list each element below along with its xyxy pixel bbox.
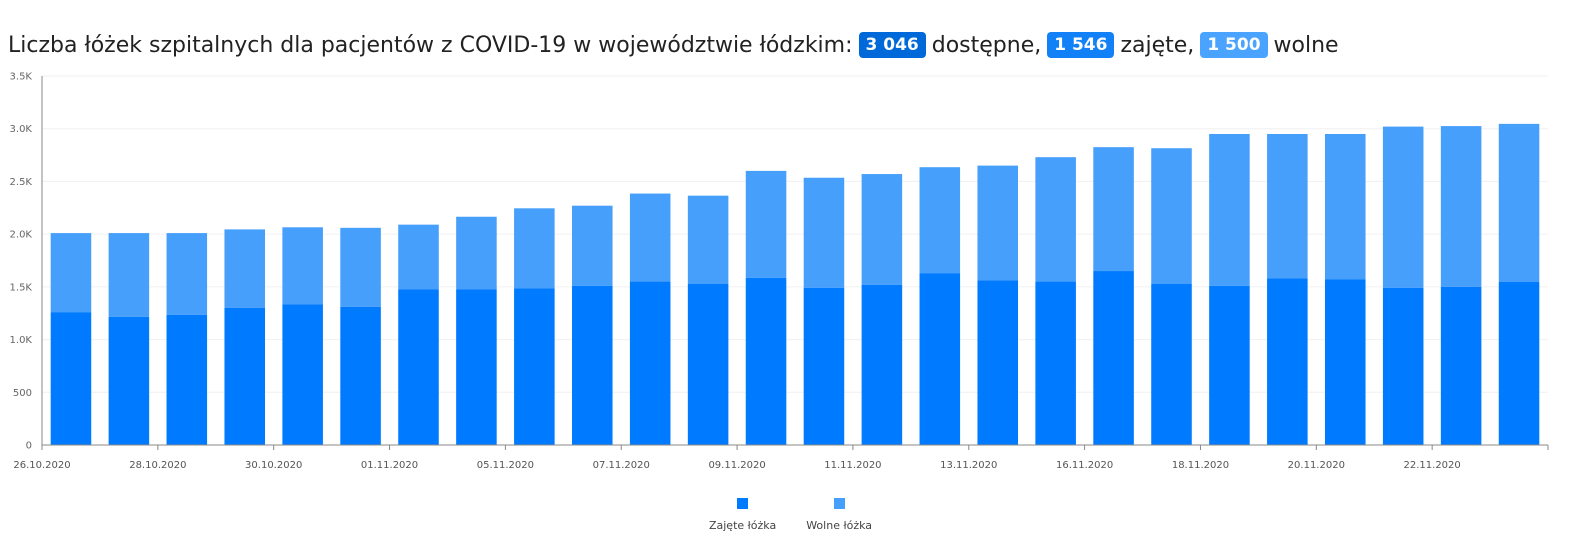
free-label: wolne (1273, 32, 1339, 58)
bar-free (1324, 133, 1366, 280)
occupied-label: zajęte, (1120, 32, 1195, 58)
bar-free (282, 227, 323, 305)
bar-occupied (50, 312, 92, 445)
y-tick-label: 2.0K (10, 230, 33, 241)
y-tick-label: 500 (13, 388, 32, 399)
bar-free (514, 208, 555, 289)
bar-free (50, 233, 92, 313)
y-tick-label: 0 (26, 441, 32, 452)
x-tick-label: 28.10.2020 (129, 460, 186, 471)
bar-free (398, 224, 439, 290)
y-tick-label: 3.0K (10, 124, 33, 135)
bar-occupied (514, 288, 555, 445)
bar-occupied (166, 314, 208, 445)
chart-title: Liczba łóżek szpitalnych dla pacjentów z… (8, 28, 1345, 62)
legend-item-occupied[interactable]: Zajęte łóżka (709, 498, 776, 532)
x-tick-label: 05.11.2020 (477, 460, 534, 471)
x-tick-label: 18.11.2020 (1172, 460, 1229, 471)
bar-free (1093, 147, 1134, 272)
x-tick-label: 09.11.2020 (708, 460, 765, 471)
bar-free (919, 167, 961, 274)
occupied-count-badge: 1 546 (1047, 32, 1115, 58)
legend-item-free[interactable]: Wolne łóżka (806, 498, 872, 532)
bar-occupied (1382, 287, 1424, 445)
bar-free (1440, 126, 1482, 287)
bar-free (629, 193, 671, 282)
bar-free (1382, 126, 1424, 288)
x-tick-label: 30.10.2020 (245, 460, 302, 471)
bar-free (456, 216, 497, 290)
bar-occupied (1267, 278, 1308, 445)
x-tick-label: 01.11.2020 (361, 460, 418, 471)
bar-occupied (919, 273, 961, 445)
bar-free (1209, 133, 1250, 286)
bar-free (571, 205, 613, 286)
bar-free (108, 233, 150, 317)
bar-occupied (1093, 271, 1134, 445)
bar-free (803, 177, 845, 288)
legend-label-occupied: Zajęte łóżka (708, 519, 777, 532)
available-count-badge: 3 046 (858, 32, 926, 58)
bar-occupied (1324, 279, 1366, 445)
bar-free (687, 195, 729, 284)
bar-occupied (1440, 286, 1482, 445)
bar-free (861, 174, 903, 285)
bar-free (745, 170, 787, 278)
x-tick-label: 22.11.2020 (1404, 460, 1461, 471)
bar-occupied (803, 287, 845, 445)
y-tick-label: 2.5K (10, 177, 33, 188)
bar-occupied (1209, 285, 1250, 445)
available-label: dostępne, (931, 32, 1042, 58)
free-count-badge: 1 500 (1200, 32, 1268, 58)
bar-free (1151, 148, 1192, 284)
x-tick-label: 07.11.2020 (593, 460, 650, 471)
bar-occupied (861, 284, 903, 445)
bar-occupied (1035, 281, 1076, 445)
bar-free (1035, 157, 1076, 282)
bar-occupied (977, 280, 1019, 445)
x-tick-label: 20.11.2020 (1288, 460, 1345, 471)
y-tick-label: 1.5K (10, 282, 33, 293)
bar-occupied (108, 316, 150, 445)
bar-free (977, 165, 1019, 281)
bar-occupied (571, 285, 613, 445)
legend-label-free: Wolne łóżka (806, 519, 873, 532)
x-tick-label: 26.10.2020 (13, 460, 70, 471)
title-text: Liczba łóżek szpitalnych dla pacjentów z… (8, 32, 853, 58)
chart-legend: Zajęte łóżka Wolne łóżka (0, 498, 1581, 532)
bar-free (1267, 133, 1308, 279)
bar-free (1498, 123, 1540, 283)
bar-occupied (629, 281, 671, 445)
bar-occupied (456, 289, 497, 445)
bar-occupied (224, 307, 266, 445)
legend-swatch-occupied (737, 498, 749, 509)
bar-free (340, 227, 381, 307)
bar-occupied (340, 306, 381, 445)
x-tick-label: 11.11.2020 (824, 460, 881, 471)
bar-occupied (745, 277, 787, 445)
bar-occupied (398, 289, 439, 445)
bar-free (166, 233, 208, 315)
bar-occupied (1151, 283, 1192, 445)
y-tick-label: 3.5K (10, 72, 33, 83)
bar-free (224, 229, 266, 308)
y-tick-label: 1.0K (10, 335, 33, 346)
x-tick-label: 16.11.2020 (1056, 460, 1113, 471)
bar-occupied (1498, 282, 1540, 445)
bar-occupied (282, 304, 323, 445)
x-tick-label: 13.11.2020 (940, 460, 997, 471)
bar-occupied (687, 283, 729, 445)
legend-swatch-free (833, 498, 845, 509)
